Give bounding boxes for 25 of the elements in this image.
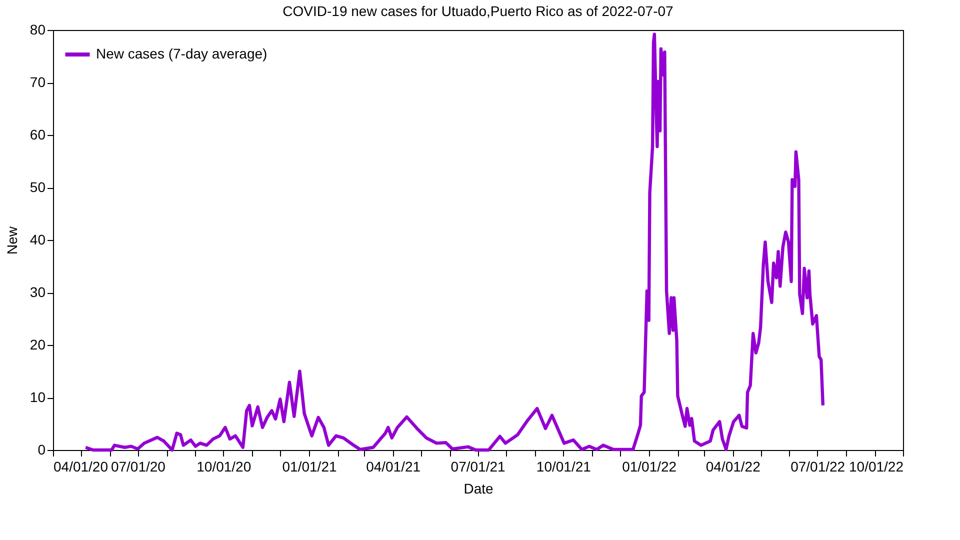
y-tick-label: 40 [30, 232, 46, 248]
x-tick-label: 01/01/21 [282, 458, 337, 474]
x-tick-label: 04/01/22 [706, 458, 761, 474]
y-axis-title: New [4, 226, 20, 255]
x-tick-label: 07/01/20 [110, 458, 166, 474]
y-tick-label: 10 [30, 389, 46, 405]
x-tick-label: 01/01/22 [622, 458, 677, 474]
x-tick-label: 04/01/20 [54, 458, 108, 474]
x-tick-label: 10/01/21 [536, 458, 592, 474]
y-tick-label: 50 [30, 179, 46, 195]
y-tick-label: 30 [30, 284, 46, 300]
x-tick-label: 10/01/20 [196, 458, 252, 474]
x-tick-label: 10/01/22 [849, 458, 904, 474]
x-axis-title: Date [464, 480, 494, 496]
legend-label: New cases (7-day average) [96, 46, 268, 62]
y-tick-label: 0 [38, 442, 46, 458]
y-tick-label: 80 [30, 22, 46, 38]
y-tick-label: 70 [30, 74, 46, 90]
line-series [84, 32, 825, 452]
y-tick-label: 60 [30, 126, 46, 142]
chart-title: COVID-19 new cases for Utuado,Puerto Rico as of 2022-07-07 [282, 3, 674, 19]
y-tick-label: 20 [30, 336, 46, 352]
x-tick-label: 04/01/21 [366, 458, 421, 474]
x-tick-label: 07/01/21 [450, 458, 506, 474]
x-tick-label: 07/01/22 [790, 458, 846, 474]
